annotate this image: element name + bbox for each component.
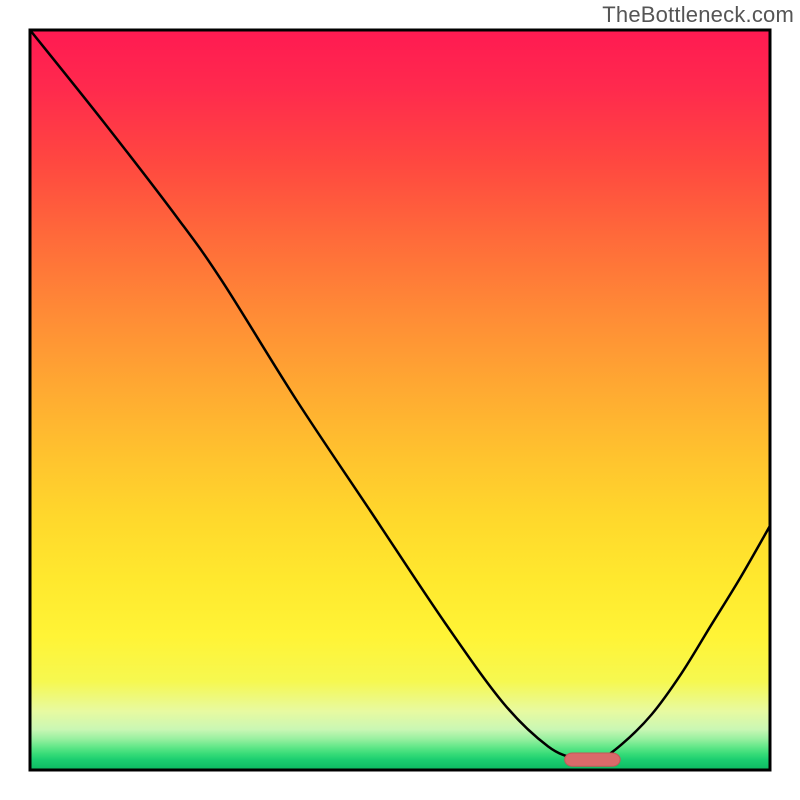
plot-background (30, 30, 770, 770)
chart-container: TheBottleneck.com (0, 0, 800, 800)
bottleneck-curve-chart (0, 0, 800, 800)
optimal-marker (565, 753, 621, 766)
